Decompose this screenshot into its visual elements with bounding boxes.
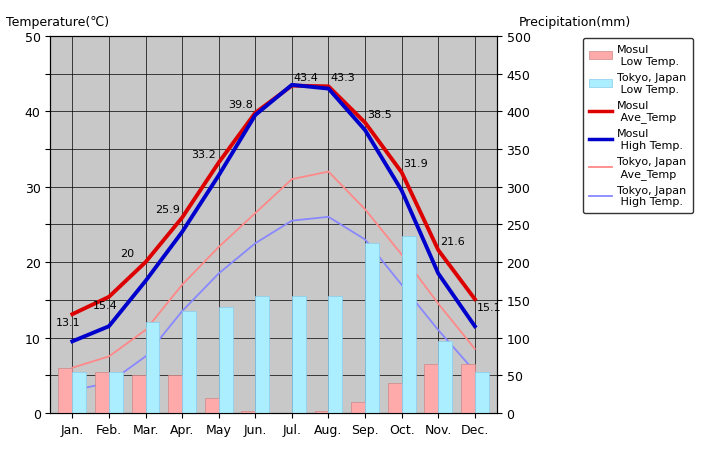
Bar (58, 368, 72, 413)
Text: 43.4: 43.4 (294, 73, 318, 82)
Text: 38.5: 38.5 (367, 109, 392, 119)
Bar (182, 312, 196, 413)
Text: 15.4: 15.4 (92, 301, 117, 310)
Text: 33.2: 33.2 (192, 149, 216, 159)
Bar (475, 372, 489, 413)
Bar (461, 364, 475, 413)
Bar (256, 297, 269, 413)
Bar (315, 412, 328, 413)
Bar (219, 308, 233, 413)
Bar (388, 383, 402, 413)
Text: 39.8: 39.8 (228, 100, 253, 110)
Bar (424, 364, 438, 413)
Bar (168, 375, 182, 413)
Bar (109, 372, 123, 413)
Text: 25.9: 25.9 (155, 204, 179, 214)
Text: 21.6: 21.6 (440, 236, 465, 246)
Text: Temperature(℃): Temperature(℃) (6, 16, 109, 29)
Text: 20: 20 (120, 248, 134, 258)
Bar (402, 236, 415, 413)
Legend: Mosul
 Low Temp., Tokyo, Japan
 Low Temp., Mosul
 Ave_Temp, Mosul
 High Temp., T: Mosul Low Temp., Tokyo, Japan Low Temp.,… (582, 39, 693, 213)
Bar (438, 341, 452, 413)
Bar (351, 402, 365, 413)
Text: 15.1: 15.1 (477, 303, 501, 313)
Text: 43.3: 43.3 (330, 73, 355, 83)
Bar (132, 375, 145, 413)
Bar (241, 412, 256, 413)
Bar (145, 323, 159, 413)
Bar (365, 244, 379, 413)
Bar (204, 398, 219, 413)
Text: Precipitation(mm): Precipitation(mm) (518, 16, 631, 29)
Text: 13.1: 13.1 (56, 318, 81, 328)
Text: 31.9: 31.9 (403, 159, 428, 169)
Bar (292, 297, 306, 413)
Bar (95, 372, 109, 413)
Bar (328, 297, 343, 413)
Bar (72, 372, 86, 413)
